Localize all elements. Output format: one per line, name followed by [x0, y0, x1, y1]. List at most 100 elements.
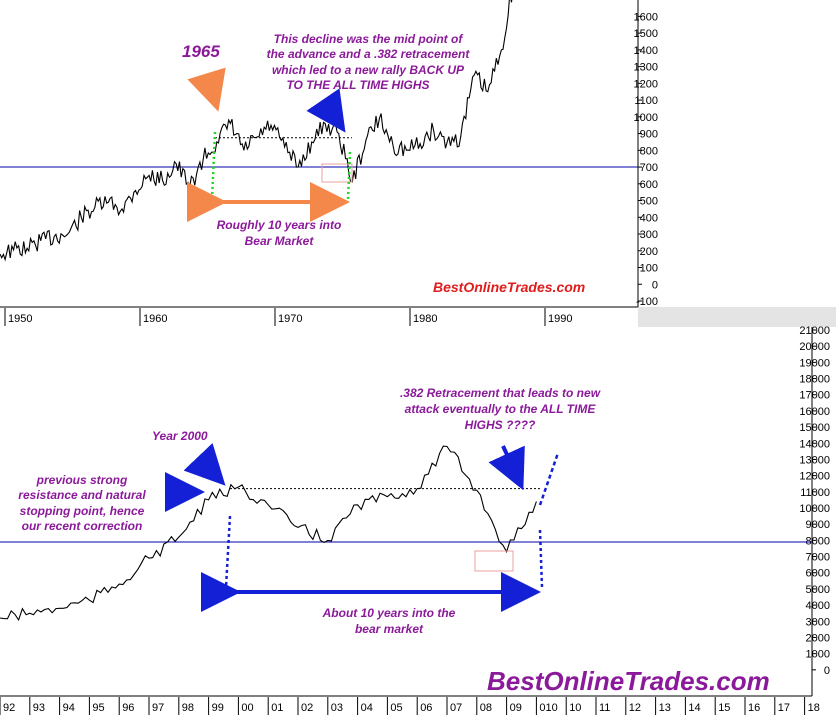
- bottom-price-line: [0, 445, 537, 622]
- bottom-x-tick-label: 03: [331, 702, 343, 714]
- bottom-resistance-note-line-4: our recent correction: [22, 519, 143, 533]
- bottom-y-tick-label: 0: [824, 665, 830, 677]
- bottom-y-tick-label: 7000: [806, 552, 830, 564]
- top-x-tick-label: 1950: [8, 313, 32, 325]
- top-decline-arrow: [306, 88, 346, 133]
- top-span-note-line-2: Bear Market: [245, 234, 315, 248]
- top-y-tick-label: 300: [640, 229, 658, 241]
- bottom-y-tick-label: 1000: [806, 649, 830, 661]
- bottom-projection-line: [538, 452, 560, 506]
- top-y-tick-label: 100: [640, 263, 658, 275]
- bottom-x-tick-label: 92: [3, 702, 15, 714]
- top-y-tick-label: 500: [640, 196, 658, 208]
- top-x-tick-label: 1980: [413, 313, 437, 325]
- top-y-tick-label: 400: [640, 212, 658, 224]
- top-y-axis-panel: [638, 0, 836, 307]
- bottom-x-tick-label: 05: [390, 702, 402, 714]
- bottom-y-tick-label: 6000: [806, 568, 830, 580]
- bottom-retracement-note-line-3: HIGHS ????: [465, 418, 536, 432]
- bottom-span-note-line-2: bear market: [355, 622, 424, 636]
- bottom-low-highlight-box: [474, 550, 514, 572]
- bottom-y-tick-label: 21000: [799, 325, 830, 337]
- top-chart: 1600 1500 1400 1300 1200 1100 1000 900 800 700 600…: [0, 0, 836, 327]
- bottom-y-tick-label: 3000: [806, 616, 830, 628]
- bottom-brand-watermark: BestOnlineTrades.com: [487, 666, 770, 696]
- bottom-x-tick-label: 10: [569, 702, 581, 714]
- bottom-year-2000-arrow: [183, 443, 226, 486]
- top-y-tick-label: 1600: [634, 11, 658, 23]
- top-y-tick-label: 1400: [634, 45, 658, 57]
- bottom-y-tick-label: 16000: [799, 406, 830, 418]
- bottom-x-tick-label: 06: [420, 702, 432, 714]
- bottom-x-tick-label: 18: [808, 702, 820, 714]
- bottom-resistance-note-line-1: previous strong: [36, 473, 128, 487]
- top-y-tick-label: 1000: [634, 112, 658, 124]
- bottom-x-tick-label: 17: [778, 702, 790, 714]
- bottom-y-tick-label: 9000: [806, 519, 830, 531]
- bottom-retracement-note-line-1: .382 Retracement that leads to new: [400, 386, 601, 400]
- top-brand-watermark: BestOnlineTrades.com: [433, 279, 585, 295]
- bottom-plot-area: [0, 327, 812, 696]
- bottom-y-tick-label: 12000: [799, 471, 830, 483]
- bottom-y-tick-label: 20000: [799, 341, 830, 353]
- bottom-y-tick-label: 13000: [799, 454, 830, 466]
- top-plot-area: [0, 0, 638, 307]
- bottom-x-tick-label: 010: [539, 702, 557, 714]
- bottom-y-tick-label: 14000: [799, 438, 830, 450]
- bottom-x-tick-label: 02: [301, 702, 313, 714]
- bottom-chart: 2100020000190001800017000160001500014000…: [0, 325, 836, 718]
- top-y-tick-label: 600: [640, 179, 658, 191]
- bottom-resistance-note-line-2: resistance and natural: [18, 488, 146, 502]
- bottom-x-tick-label: 96: [122, 702, 134, 714]
- top-x-tick-label: 1990: [548, 313, 572, 325]
- bottom-x-tick-label: 93: [33, 702, 45, 714]
- bottom-x-tick-label: 14: [688, 702, 700, 714]
- bottom-x-tick-label: 08: [480, 702, 492, 714]
- bottom-y-tick-label: 19000: [799, 357, 830, 369]
- top-x-tick-label: 1960: [143, 313, 167, 325]
- bottom-y-tick-label: 18000: [799, 374, 830, 386]
- bottom-resistance-note-line-3: stopping point, hence: [20, 504, 145, 518]
- top-x-ticks: 1950 1960 1970 1980 1990: [4, 308, 572, 326]
- top-y-tick-label: 800: [640, 145, 658, 157]
- bottom-x-tick-label: 07: [450, 702, 462, 714]
- bottom-x-ticks: 92 93 94 95 96 97 98 99 00 01 02 03 04 05 06 07 08 09 010 1…: [0, 697, 820, 715]
- top-decline-note-line-3: which led to a new rally BACK UP: [272, 63, 465, 77]
- bottom-x-tick-label: 97: [152, 702, 164, 714]
- bottom-y-tick-label: 8000: [806, 535, 830, 547]
- top-1965-arrow: [187, 67, 226, 112]
- bottom-x-tick-label: 09: [510, 702, 522, 714]
- top-decline-note-line-2: the advance and a .382 retracement: [267, 47, 471, 61]
- bottom-x-tick-label: 01: [271, 702, 283, 714]
- bottom-retracement-arrow: [488, 445, 525, 491]
- bottom-x-tick-label: 12: [629, 702, 641, 714]
- top-y-tick-label: 1100: [634, 95, 658, 107]
- bottom-x-tick-label: 98: [182, 702, 194, 714]
- bottom-x-tick-label: 15: [718, 702, 730, 714]
- top-decline-note-line-1: This decline was the mid point of: [274, 32, 464, 46]
- top-y-tick-label: 1500: [634, 28, 658, 40]
- top-span-note-line-1: Roughly 10 years into: [217, 218, 342, 232]
- bottom-x-tick-label: 16: [748, 702, 760, 714]
- bottom-x-tick-label: 95: [92, 702, 104, 714]
- top-y-tick-label: 1200: [634, 78, 658, 90]
- top-y-tick-label: 1300: [634, 62, 658, 74]
- bottom-x-tick-label: 99: [212, 702, 224, 714]
- top-year-label: 1965: [182, 42, 220, 61]
- bottom-x-tick-label: 04: [361, 702, 373, 714]
- top-y-tick-label: 900: [640, 129, 658, 141]
- bottom-y-ticks: 2100020000190001800017000160001500014000…: [799, 325, 830, 677]
- bottom-x-tick-label: 00: [241, 702, 253, 714]
- bottom-y-tick-label: 4000: [806, 600, 830, 612]
- bottom-x-tick-label: 11: [599, 702, 610, 714]
- bottom-y-tick-label: 2000: [806, 632, 830, 644]
- bottom-y-tick-label: 17000: [799, 390, 830, 402]
- bottom-x-tick-label: 94: [63, 702, 75, 714]
- top-x-axis-band: [0, 307, 638, 327]
- bottom-y-tick-label: 5000: [806, 584, 830, 596]
- top-y-tick-label: 200: [640, 246, 658, 258]
- bottom-y-tick-label: 15000: [799, 422, 830, 434]
- top-y-tick-label: 700: [640, 162, 658, 174]
- bottom-retracement-note-line-2: attack eventually to the ALL TIME: [405, 402, 597, 416]
